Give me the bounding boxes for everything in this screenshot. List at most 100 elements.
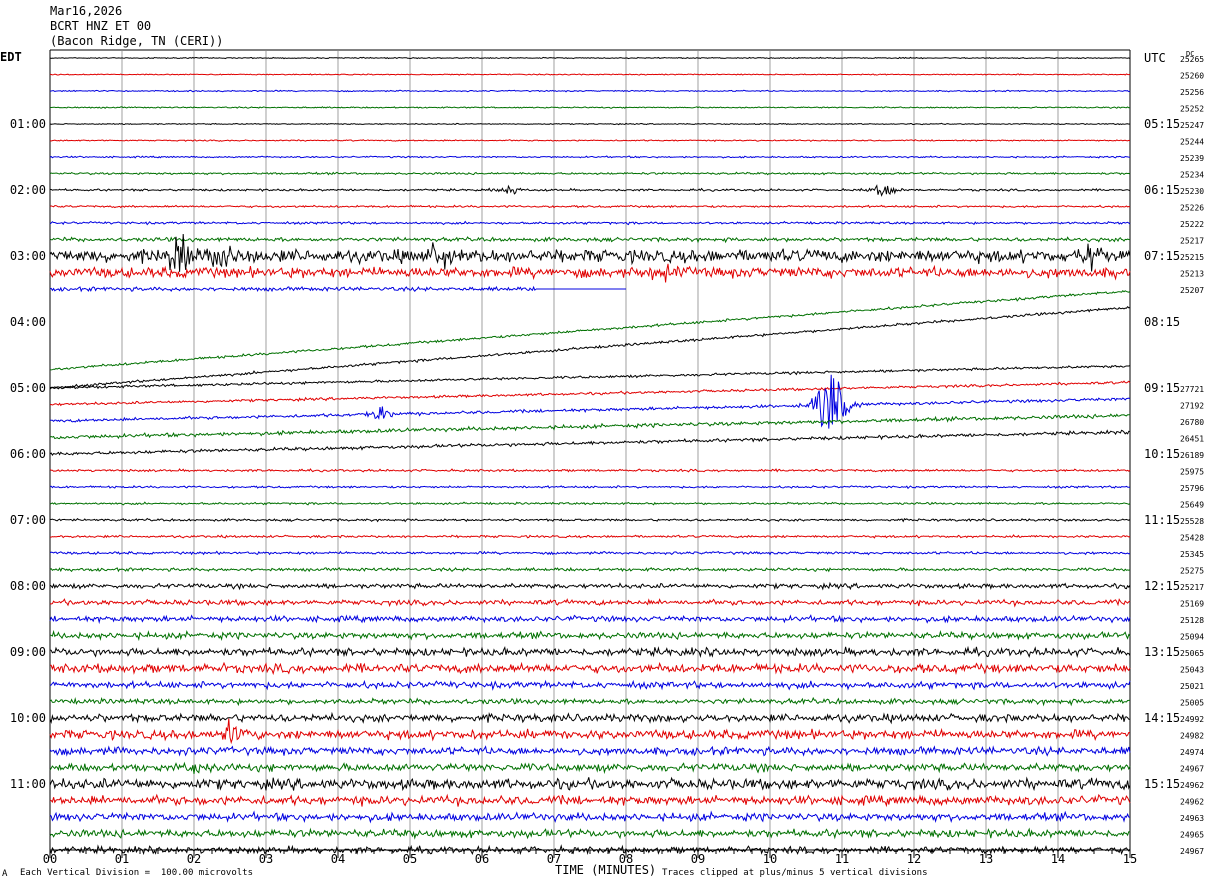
scale-note: Each Vertical Division = 100.00 microvol… (20, 868, 253, 878)
dc-offset-label: 25247 (1180, 121, 1204, 130)
seismic-trace (49, 614, 1131, 625)
x-tick-label: 12 (907, 852, 921, 866)
seismic-trace (49, 501, 1131, 506)
dc-offset-label: 27721 (1180, 385, 1204, 394)
seismic-trace (49, 155, 1131, 159)
x-tick-label: 00 (43, 852, 57, 866)
dc-offset-label: 24982 (1180, 732, 1204, 741)
seismic-traces (49, 56, 1131, 856)
dc-offset-label: 25234 (1180, 171, 1204, 180)
dc-offset-label: 25222 (1180, 220, 1204, 229)
left-time-label: 02:00 (10, 183, 46, 197)
left-time-label: 08:00 (10, 579, 46, 593)
seismic-trace (49, 285, 537, 293)
seismic-trace (49, 517, 1131, 523)
seismic-trace (49, 718, 1131, 745)
clip-note: Traces clipped at plus/minus 5 vertical … (662, 868, 928, 878)
seismic-trace (49, 793, 1131, 808)
dc-offset-label: 25256 (1180, 88, 1204, 97)
dc-offset-label: 25252 (1180, 105, 1204, 114)
x-tick-label: 15 (1123, 852, 1137, 866)
seismic-trace (49, 827, 1131, 840)
dc-offset-label: 25796 (1180, 484, 1204, 493)
dc-offset-label: 26189 (1180, 451, 1204, 460)
seismic-trace (49, 696, 1131, 707)
left-time-label: 07:00 (10, 513, 46, 527)
seismic-trace (49, 679, 1131, 691)
dc-label: DC (1186, 50, 1195, 58)
dc-offset-label: 25005 (1180, 699, 1204, 708)
dc-offset-label: 25265 (1180, 55, 1204, 64)
right-time-label: 07:15 (1144, 249, 1180, 263)
x-tick-label: 02 (187, 852, 201, 866)
seismic-trace (49, 429, 1131, 456)
seismic-trace (49, 233, 1131, 272)
dc-offset-label: 25094 (1180, 633, 1204, 642)
station-label: BCRT HNZ ET 00 (50, 19, 152, 33)
dc-offset-label: 25239 (1180, 154, 1204, 163)
dc-offset-label: 25244 (1180, 138, 1204, 147)
seismic-trace (49, 581, 1131, 591)
x-tick-label: 13 (979, 852, 993, 866)
x-axis-ticks: 00 01 02 03 04 05 06 07 08 09 10 11 12 13 14 15 (43, 850, 1137, 866)
right-time-label: 15:15 (1144, 777, 1180, 791)
seismic-trace (49, 184, 1131, 197)
x-tick-label: 14 (1051, 852, 1065, 866)
x-tick-label: 06 (475, 852, 489, 866)
dc-offset-label: 24974 (1180, 748, 1204, 757)
seismic-trace (49, 73, 1131, 76)
left-timezone-label: EDT (0, 50, 22, 64)
x-tick-label: 09 (691, 852, 705, 866)
seismic-trace (49, 810, 1131, 824)
seismic-trace (50, 106, 1130, 109)
right-time-label: 14:15 (1144, 711, 1180, 725)
left-time-label: 05:00 (10, 381, 46, 395)
seismic-trace (49, 171, 1131, 176)
right-time-label: 11:15 (1144, 513, 1180, 527)
right-time-label: 12:15 (1144, 579, 1180, 593)
seismic-trace (50, 534, 1131, 539)
dc-offset-label: 24967 (1180, 847, 1204, 856)
seismic-trace (49, 550, 1131, 556)
dc-offset-label: 25345 (1180, 550, 1204, 559)
right-time-label: 09:15 (1144, 381, 1180, 395)
seismic-trace (49, 598, 1131, 608)
dc-offset-label: 25230 (1180, 187, 1204, 196)
seismic-trace (49, 364, 1131, 390)
left-time-label: 04:00 (10, 315, 46, 329)
seismic-trace (49, 711, 1130, 725)
dc-offset-label: 25260 (1180, 72, 1204, 81)
seismic-trace (49, 745, 1131, 758)
seismic-trace (49, 139, 1131, 143)
x-tick-label: 01 (115, 852, 129, 866)
dc-offset-label: 24962 (1180, 781, 1204, 790)
seismic-trace (49, 485, 1131, 490)
dc-offset-label: 25226 (1180, 204, 1204, 213)
seismic-trace (49, 645, 1131, 659)
dc-offset-label: 25217 (1180, 583, 1204, 592)
dc-offset-label: 25169 (1180, 600, 1204, 609)
right-time-label: 10:15 (1144, 447, 1180, 461)
dc-offset-label: 27192 (1180, 402, 1204, 411)
x-axis-label: TIME (MINUTES) (555, 863, 657, 877)
dc-offset-label: 24992 (1180, 715, 1204, 724)
dc-offset-label: 24965 (1180, 831, 1204, 840)
seismic-trace (49, 413, 1130, 440)
dc-offset-label: 26451 (1180, 435, 1204, 444)
x-tick-label: 10 (763, 852, 777, 866)
left-time-label: 11:00 (10, 777, 46, 791)
seismic-trace (49, 761, 1131, 775)
x-tick-label: 04 (331, 852, 345, 866)
time-labels: 01:00 02:00 03:00 04:00 05:00 06:00 07:00 08:00… (10, 51, 1204, 856)
left-time-label: 01:00 (10, 117, 46, 131)
minute-grid (49, 49, 1131, 851)
right-time-label: 13:15 (1144, 645, 1180, 659)
dc-offset-label: 25275 (1180, 567, 1204, 576)
dc-offset-label: 25213 (1180, 270, 1204, 279)
right-time-label: 08:15 (1144, 315, 1180, 329)
location-label: (Bacon Ridge, TN (CERI)) (50, 34, 224, 48)
seismic-trace (49, 204, 1131, 209)
right-time-label: 05:15 (1144, 117, 1180, 131)
seismic-trace (49, 220, 1131, 226)
